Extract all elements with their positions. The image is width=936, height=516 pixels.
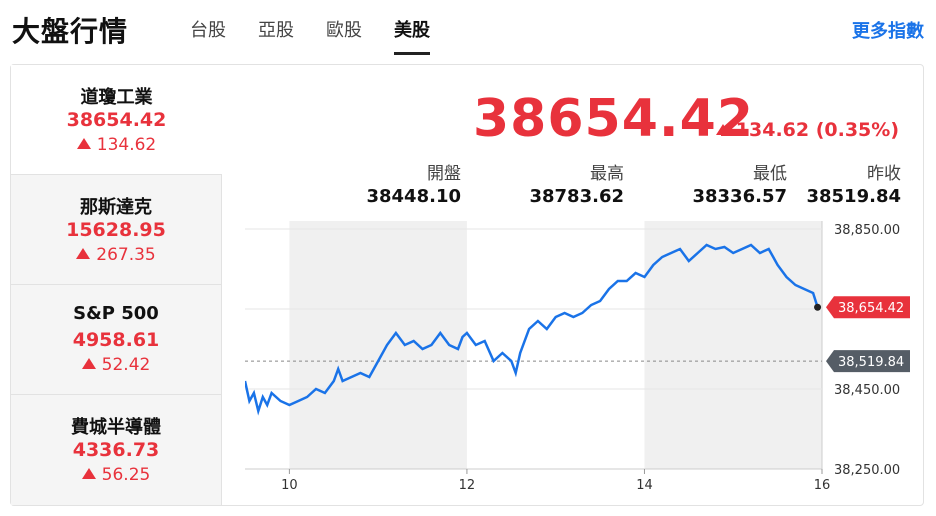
last-price-tag: 38,654.42 [826, 296, 910, 319]
session-band [644, 221, 822, 469]
sidebar-item-sox[interactable]: 費城半導體 4336.73 56.25 [11, 395, 222, 505]
stat-high: 最高 38783.62 [474, 159, 624, 207]
x-tick-label: 10 [281, 478, 298, 493]
y-tick-label: 38,850.00 [834, 223, 900, 238]
index-change: 134.62 [11, 135, 222, 155]
index-price: 4958.61 [72, 329, 160, 351]
main-change-value: 134.62 (0.35%) [735, 119, 899, 141]
stat-value: 38519.84 [806, 186, 901, 207]
tab-europe-stock[interactable]: 歐股 [326, 20, 362, 41]
up-triangle-icon [81, 358, 96, 369]
session-bands [289, 221, 822, 469]
x-tick-label: 14 [636, 478, 653, 493]
page-title: 大盤行情 [12, 15, 129, 48]
up-triangle-icon [715, 124, 730, 135]
up-triangle-icon [76, 138, 91, 149]
stat-value: 38336.57 [692, 186, 787, 207]
index-name: 費城半導體 [71, 417, 161, 438]
stat-value: 38783.62 [529, 186, 624, 207]
sidebar-item-sp500[interactable]: S&P 500 4958.61 52.42 [11, 285, 222, 395]
index-change-value: 267.35 [96, 245, 156, 265]
index-price: 4336.73 [72, 439, 160, 461]
stat-prev-close: 昨收 38519.84 [751, 159, 901, 207]
up-triangle-icon [81, 468, 96, 479]
last-price-tag-shape [826, 296, 910, 319]
tab-us-stock[interactable]: 美股 [394, 16, 430, 55]
index-sidebar: 道瓊工業 38654.42 134.62 那斯達克 15628.95 267.3… [11, 65, 222, 505]
market-panel: 道瓊工業 38654.42 134.62 那斯達克 15628.95 267.3… [10, 64, 924, 506]
y-tick-label: 38,450.00 [834, 383, 900, 398]
index-change: 52.42 [11, 355, 221, 375]
index-name: S&P 500 [73, 303, 159, 324]
price-tags: 38,654.42 38,519.84 [826, 296, 910, 373]
quote-stats: 開盤 38448.10 最高 38783.62 最低 38336.57 昨收 3… [311, 159, 901, 209]
index-name: 那斯達克 [80, 197, 152, 218]
prev-close-tag-shape [826, 350, 910, 373]
x-tick-label: 12 [459, 478, 476, 493]
index-name: 道瓊工業 [80, 87, 153, 108]
tab-tw-stock[interactable]: 台股 [190, 20, 226, 41]
main-change: 134.62 (0.35%) [715, 119, 899, 141]
more-indices-link[interactable]: 更多指數 [852, 21, 924, 42]
x-tick-label: 16 [814, 478, 831, 493]
index-price: 15628.95 [66, 219, 166, 241]
header: 大盤行情 台股 亞股 歐股 美股 更多指數 [0, 0, 936, 56]
x-axis: 10 12 14 16 [245, 468, 831, 493]
tab-asia-stock[interactable]: 亞股 [258, 20, 294, 41]
index-change-value: 52.42 [101, 355, 151, 375]
last-price-dot [814, 303, 822, 311]
stat-value: 38448.10 [366, 186, 461, 207]
index-change: 56.25 [11, 465, 221, 485]
prev-close-tag: 38,519.84 [826, 350, 910, 373]
stat-label: 最高 [590, 164, 624, 184]
stat-low: 最低 38336.57 [637, 159, 787, 207]
index-change: 267.35 [11, 245, 221, 265]
prev-close-tag-label: 38,519.84 [838, 355, 904, 370]
main-price: 38654.42 [473, 89, 755, 149]
session-band [289, 221, 467, 469]
index-change-value: 134.62 [96, 135, 157, 155]
price-series-line [245, 243, 819, 416]
intraday-chart: 38,850.00 38,450.00 38,250.00 10 12 14 16 38,… [245, 221, 910, 493]
index-price: 38654.42 [66, 109, 167, 131]
stat-label: 最低 [753, 164, 787, 184]
stat-label: 開盤 [427, 164, 461, 184]
y-axis: 38,850.00 38,450.00 38,250.00 [834, 223, 900, 478]
index-change-value: 56.25 [101, 465, 151, 485]
stat-open: 開盤 38448.10 [311, 159, 461, 207]
market-tabs: 台股 亞股 歐股 美股 [190, 16, 430, 55]
sidebar-item-nasdaq[interactable]: 那斯達克 15628.95 267.35 [11, 175, 222, 285]
last-price-tag-label: 38,654.42 [838, 301, 904, 316]
stat-label: 昨收 [867, 164, 901, 184]
up-triangle-icon [76, 248, 91, 259]
y-tick-label: 38,250.00 [834, 463, 900, 478]
sidebar-item-dow-jones[interactable]: 道瓊工業 38654.42 134.62 [11, 65, 222, 175]
